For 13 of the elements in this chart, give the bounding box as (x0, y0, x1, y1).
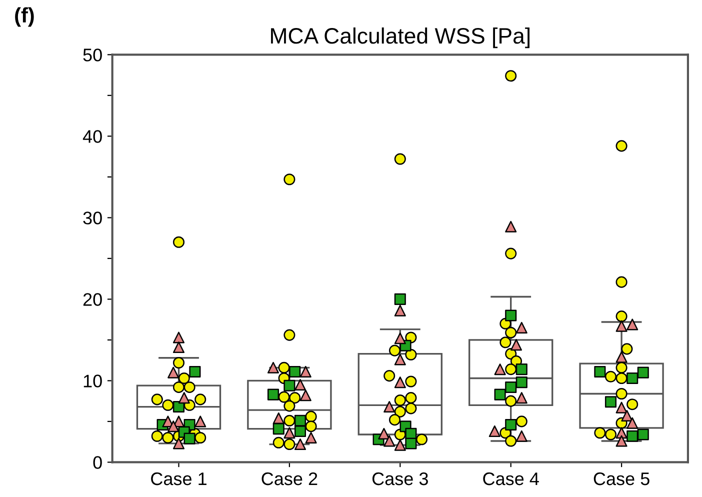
x-tick-label: Case 3 (372, 472, 428, 486)
y-tick-label: 0 (93, 456, 102, 469)
x-tick-label: Case 4 (483, 472, 539, 486)
x-tick-label: Case 5 (594, 472, 650, 486)
y-tick-label: 40 (82, 130, 102, 143)
chart-title: MCA Calculated WSS [Pa] (271, 27, 530, 48)
y-tick-label: 20 (83, 293, 102, 306)
x-tick-label: Case 1 (151, 472, 206, 486)
y-tick-label: 30 (83, 212, 102, 224)
text: (f) (15, 7, 34, 27)
y-tick-label: 50 (83, 48, 102, 62)
x-tick-label: Case 2 (262, 472, 318, 486)
y-tick-label: 10 (84, 374, 102, 388)
